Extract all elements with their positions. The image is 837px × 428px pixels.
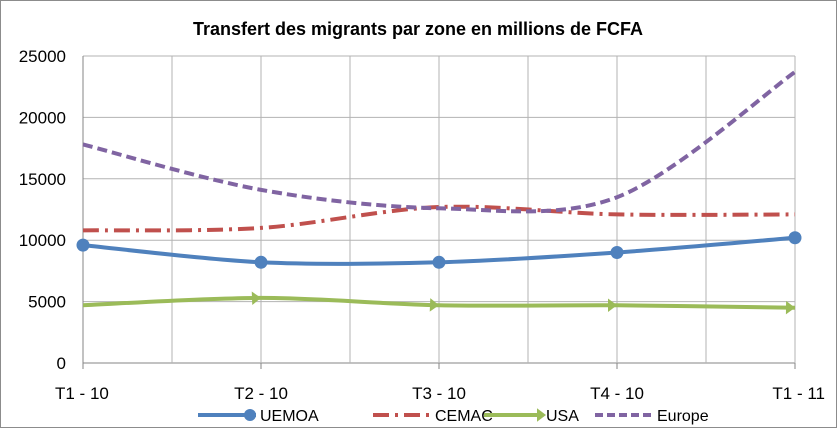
legend-label: CEMAC [435,408,493,425]
data-point-marker [76,238,90,252]
legend-label: Europe [657,408,709,425]
data-point-arrow [608,298,617,313]
data-point-arrow [429,298,439,312]
chart-title: Transfert des migrants par zone en milli… [193,19,643,39]
legend-item-cemac: CEMAC [373,408,493,425]
legend-label: UEMOA [260,408,319,425]
x-tick-label: T4 - 10 [590,384,644,403]
series-usa [82,291,796,315]
y-tick-label: 20000 [19,108,66,127]
data-point-marker [610,245,624,259]
data-point-arrow [251,291,261,306]
grid [82,55,796,369]
y-tick-label: 25000 [19,47,66,66]
x-tick-label: T1 - 11 [772,384,825,403]
legend: UEMOA CEMAC USA Europe [198,408,709,425]
data-point-marker [432,255,446,269]
series-line [82,204,796,233]
series-cemac [82,204,796,233]
axis-ticks: 0 5000 10000 15000 20000 25000 T1 - 10 T2 - 10 T… [19,47,825,403]
y-tick-label: 5000 [28,293,66,312]
y-tick-label: 0 [57,354,66,373]
series-europe [82,70,797,214]
legend-item-uemoa: UEMOA [198,408,319,425]
x-tick-label: T2 - 10 [234,384,288,403]
legend-label: USA [546,408,579,425]
legend-item-europe: Europe [595,408,709,425]
series-layer [76,70,802,315]
x-tick-label: T1 - 10 [55,384,109,403]
y-tick-label: 15000 [19,170,66,189]
data-point-marker [254,255,268,269]
x-tick-label: T3 - 10 [412,384,466,403]
data-point-marker [788,231,802,245]
series-line [82,70,797,214]
legend-item-usa: USA [484,408,579,425]
y-tick-label: 10000 [19,231,66,250]
data-point-arrow [785,300,795,315]
legend-marker [537,408,546,422]
series-uemoa [76,231,802,269]
legend-marker [244,409,256,421]
